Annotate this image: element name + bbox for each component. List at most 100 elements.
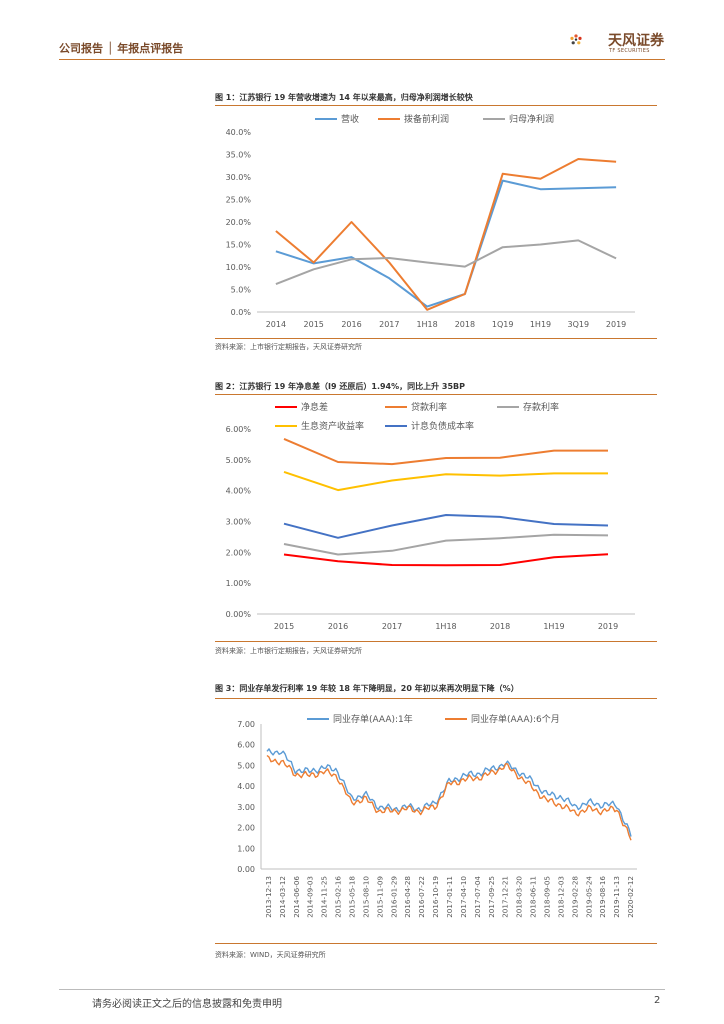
series-line-1	[283, 437, 608, 466]
y-tick-label: 20.0%	[226, 218, 252, 227]
x-tick-label: 2015-11-09	[375, 876, 384, 918]
x-tick-label: 2017-09-25	[487, 876, 496, 918]
x-tick-label: 2018-12-03	[556, 876, 565, 918]
y-tick-label: 0.00%	[226, 610, 252, 619]
logo-text-en: TF SECURITIES	[609, 48, 650, 54]
x-tick-label: 2017-12-21	[501, 876, 510, 918]
footer-divider	[59, 989, 665, 990]
figure-1-bottom-rule	[215, 338, 657, 339]
x-tick-label: 2019-08-16	[598, 876, 607, 918]
y-tick-label: 10.0%	[226, 263, 252, 272]
logo-flower-icon	[570, 34, 582, 45]
x-tick-label: 2015-08-10	[361, 876, 370, 918]
y-tick-label: 35.0%	[226, 151, 252, 160]
x-tick-label: 2014-06-06	[292, 876, 301, 918]
figure-1-title: 图 1：江苏银行 19 年营收增速为 14 年以来最高，归母净利润增长较快	[215, 93, 473, 102]
y-tick-label: 30.0%	[226, 173, 252, 182]
y-tick-label: 4.00%	[226, 487, 252, 496]
legend-label-0: 营收	[341, 113, 359, 125]
figure-1-chart: 0.0% 5.0% 10.0% 15.0% 20.0% 25.0% 30.0% 35.0% 40…	[226, 113, 635, 329]
x-tick-label: 3Q19	[568, 320, 590, 329]
figure-1-top-rule	[215, 105, 657, 106]
x-tick-label: 2016	[341, 320, 361, 329]
series-line-2	[275, 239, 617, 286]
x-tick-label: 2015-02-16	[334, 876, 343, 918]
figure-3-chart: 0.00 1.00 2.00 3.00 4.00 5.00 6.00 7.00 2013-12-…	[237, 713, 637, 918]
series-line-1	[275, 158, 617, 311]
x-tick-label: 2014-09-03	[306, 876, 315, 918]
x-tick-label: 2017	[379, 320, 399, 329]
header-divider	[59, 59, 665, 60]
x-tick-label: 2018	[490, 622, 510, 631]
x-tick-label: 2015	[274, 622, 294, 631]
x-tick-label: 2016	[328, 622, 348, 631]
legend-label-1: 贷款利率	[411, 401, 447, 413]
x-tick-label: 2019-05-24	[584, 876, 593, 918]
legend-label-0: 净息差	[301, 401, 328, 413]
y-tick-label: 15.0%	[226, 241, 252, 250]
x-tick-label: 1H18	[416, 320, 437, 329]
figure-2-source: 资料来源：上市银行定期报告，天风证券研究所	[215, 647, 362, 655]
y-tick-label: 5.00%	[226, 456, 252, 465]
x-tick-label: 2014-03-12	[278, 876, 287, 918]
x-tick-label: 2017-07-04	[473, 876, 482, 918]
x-tick-label: 2019-02-28	[570, 876, 579, 918]
y-tick-label: 4.00	[237, 782, 255, 791]
figure-3-top-rule	[215, 698, 657, 699]
figure-2-chart: 0.00% 1.00% 2.00% 3.00% 4.00% 5.00% 6.00% 2015 2…	[226, 401, 635, 631]
y-tick-label: 25.0%	[226, 196, 252, 205]
y-tick-label: 0.00	[237, 865, 255, 874]
x-tick-label: 2019-11-13	[612, 876, 621, 918]
x-tick-label: 2017-01-11	[445, 876, 454, 918]
y-tick-label: 2.00	[237, 824, 255, 833]
legend-label-2: 存款利率	[523, 401, 559, 413]
series-line-0	[266, 748, 632, 837]
x-tick-label: 1H18	[435, 622, 456, 631]
series-line-1	[266, 754, 632, 841]
figure-3-source: 资料来源：WIND，天风证券研究所	[215, 951, 326, 959]
legend-label-4: 计息负债成本率	[411, 420, 474, 432]
series-line-4	[283, 514, 609, 539]
x-tick-label: 2015-05-18	[348, 876, 357, 918]
y-tick-label: 0.0%	[231, 308, 252, 317]
series-line-0	[275, 179, 617, 308]
legend-label-3: 生息资产收益率	[301, 420, 364, 432]
figure-3-bottom-rule	[215, 943, 657, 944]
x-tick-label: 2018-09-05	[542, 876, 551, 918]
page-number: 2	[654, 995, 661, 1006]
x-tick-label: 2016-07-22	[417, 876, 426, 918]
series-line-0	[283, 553, 609, 567]
y-tick-label: 1.00%	[226, 579, 252, 588]
y-tick-label: 1.00	[237, 844, 255, 853]
x-tick-label: 2013-12-13	[264, 876, 273, 918]
x-tick-label: 2017-04-10	[459, 876, 468, 918]
series-line-2	[283, 533, 609, 556]
x-tick-label: 1H19	[530, 320, 551, 329]
x-tick-label: 2016-01-29	[389, 876, 398, 918]
figure-2-title: 图 2：江苏银行 19 年净息差（I9 还原后）1.94%，同比上升 35BP	[215, 382, 466, 391]
x-tick-label: 2016-10-19	[431, 876, 440, 918]
y-tick-label: 6.00	[237, 741, 255, 750]
figure-1-source: 资料来源：上市银行定期报告，天风证券研究所	[215, 343, 362, 351]
x-tick-label: 2018-06-11	[529, 876, 538, 918]
series-line-3	[283, 470, 608, 492]
y-tick-label: 3.00	[237, 803, 255, 812]
x-tick-label: 1Q19	[492, 320, 514, 329]
figure-2-top-rule	[215, 394, 657, 395]
x-tick-label: 2014	[266, 320, 286, 329]
y-tick-label: 5.00	[237, 761, 255, 770]
legend-label-2: 归母净利润	[509, 113, 554, 125]
figure-3-title: 图 3：同业存单发行利率 19 年较 18 年下降明显，20 年初以来再次明显下…	[215, 684, 519, 693]
x-tick-label: 2014-11-25	[320, 876, 329, 918]
report-category: 公司报告 │ 年报点评报告	[59, 42, 184, 55]
y-tick-label: 2.00%	[226, 548, 252, 557]
x-tick-label: 2018	[455, 320, 475, 329]
x-tick-label: 2019	[598, 622, 618, 631]
x-tick-label: 2016-04-28	[403, 876, 412, 918]
y-tick-label: 5.0%	[231, 286, 252, 295]
legend-label-1: 拨备前利润	[404, 113, 449, 125]
y-tick-label: 40.0%	[226, 128, 252, 137]
x-tick-label: 2019	[606, 320, 626, 329]
legend-label-0: 同业存单(AAA):1年	[333, 713, 413, 725]
x-tick-label: 1H19	[543, 622, 564, 631]
